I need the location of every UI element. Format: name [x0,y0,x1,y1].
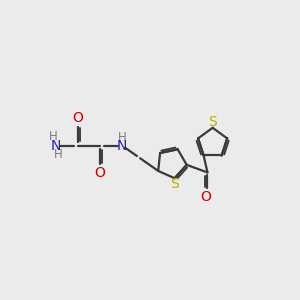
Text: H: H [54,148,62,161]
Text: H: H [118,131,127,144]
Text: O: O [200,190,211,204]
Text: O: O [72,111,83,125]
Text: O: O [94,166,105,180]
Text: S: S [208,115,217,129]
Text: N: N [51,139,61,153]
Text: N: N [117,139,127,153]
Text: S: S [170,177,179,191]
Text: H: H [49,130,58,143]
